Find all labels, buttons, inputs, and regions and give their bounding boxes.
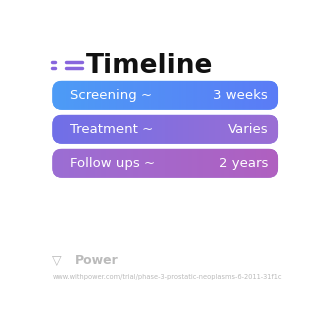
FancyBboxPatch shape — [52, 81, 278, 110]
FancyBboxPatch shape — [52, 149, 278, 178]
Text: Treatment ~: Treatment ~ — [70, 123, 153, 136]
Text: Timeline: Timeline — [86, 53, 213, 79]
Text: www.withpower.com/trial/phase-3-prostatic-neoplasms-6-2011-31f1c: www.withpower.com/trial/phase-3-prostati… — [52, 274, 282, 280]
FancyBboxPatch shape — [52, 115, 278, 144]
Text: 3 weeks: 3 weeks — [213, 89, 268, 102]
Text: Varies: Varies — [228, 123, 268, 136]
Text: 2 years: 2 years — [219, 157, 268, 170]
Text: Screening ~: Screening ~ — [70, 89, 152, 102]
Text: Power: Power — [75, 254, 118, 267]
Text: Follow ups ~: Follow ups ~ — [70, 157, 155, 170]
Text: ▽: ▽ — [52, 254, 62, 267]
